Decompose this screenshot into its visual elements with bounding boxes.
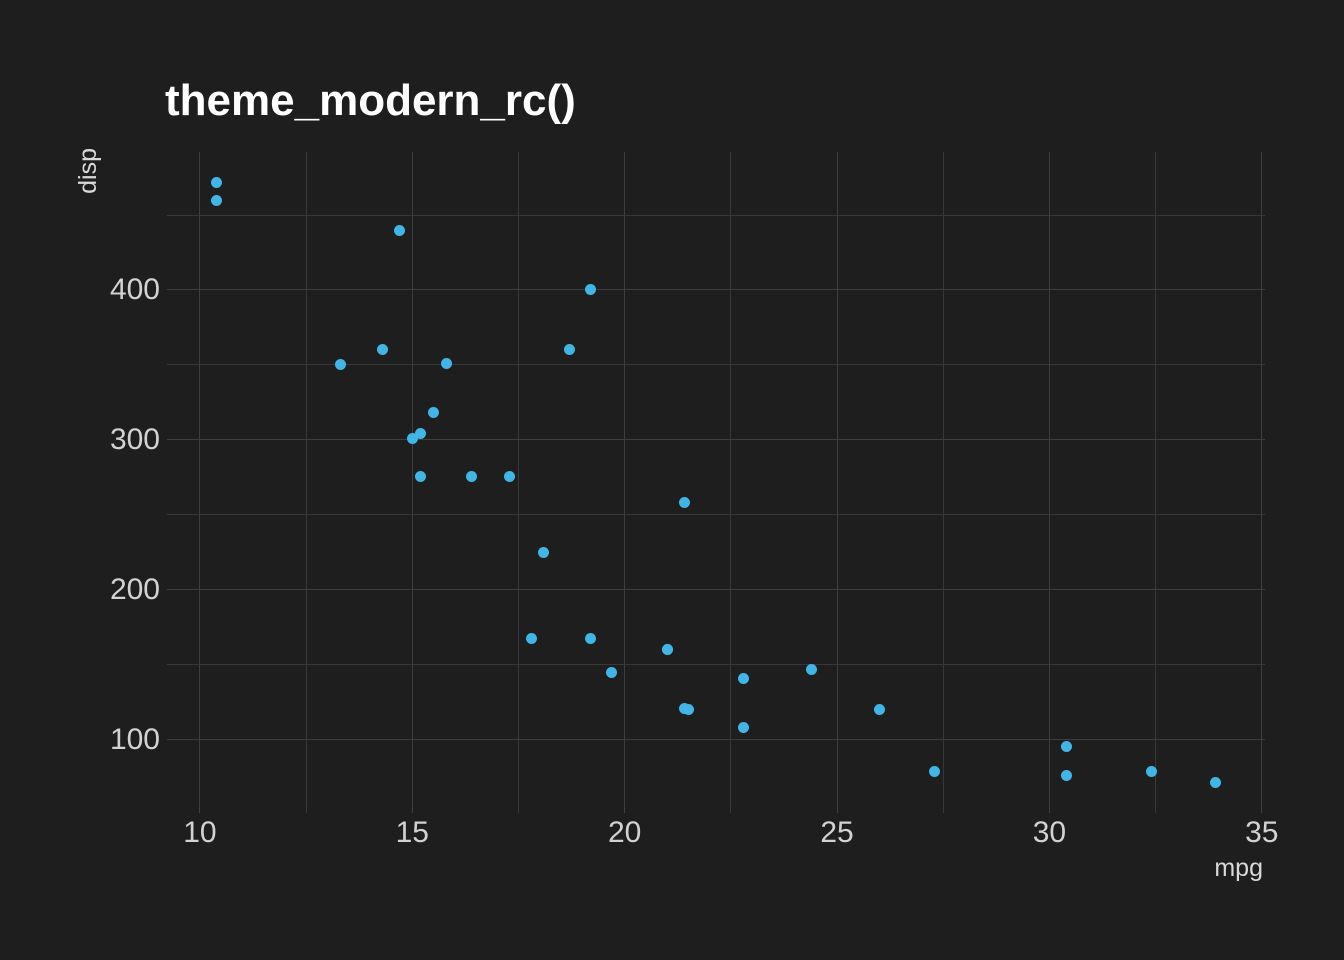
data-point [440, 357, 452, 369]
data-point [377, 344, 389, 356]
y-gridline-major [167, 589, 1265, 591]
data-point [1060, 770, 1072, 782]
x-gridline-minor [730, 152, 732, 813]
data-point [538, 546, 550, 558]
plot-title: theme_modern_rc() [165, 76, 576, 125]
data-point [806, 664, 818, 676]
x-gridline-major [411, 152, 413, 813]
data-point [415, 428, 427, 440]
x-tick-label: 15 [395, 816, 429, 849]
y-tick-label: 200 [109, 572, 160, 606]
data-point [678, 702, 690, 714]
data-point [585, 284, 597, 296]
y-gridline-minor [167, 214, 1265, 216]
y-gridline-major [167, 289, 1265, 291]
x-gridline-major [1261, 152, 1263, 813]
y-gridline-major [167, 739, 1265, 741]
data-point [738, 672, 750, 684]
data-point [504, 470, 516, 482]
x-gridline-major [199, 152, 201, 813]
x-gridline-major [1048, 152, 1050, 813]
data-point [334, 359, 346, 371]
x-tick-label: 20 [607, 816, 642, 849]
data-point [678, 497, 690, 509]
y-gridline-major [167, 439, 1265, 441]
data-point [563, 344, 575, 356]
y-tick-label: 400 [109, 272, 160, 306]
y-gridline-minor [167, 514, 1265, 516]
data-point [606, 666, 618, 678]
data-point [1145, 765, 1157, 777]
x-gridline-major [836, 152, 838, 813]
data-point [1209, 777, 1221, 789]
plot-panel [167, 152, 1265, 813]
data-point [929, 765, 941, 777]
y-gridline-minor [167, 664, 1265, 666]
y-gridline-minor [167, 364, 1265, 366]
y-tick-label: 300 [109, 422, 160, 456]
data-point [394, 224, 406, 236]
x-gridline-major [624, 152, 626, 813]
x-tick-label: 35 [1245, 816, 1279, 849]
x-gridline-minor [942, 152, 944, 813]
x-tick-label: 25 [820, 816, 854, 849]
x-gridline-minor [517, 152, 519, 813]
y-tick-label: 100 [109, 722, 160, 756]
data-point [428, 407, 440, 419]
data-point [738, 722, 750, 734]
data-point [661, 644, 673, 656]
data-point [585, 632, 597, 644]
x-tick-label: 30 [1032, 816, 1067, 849]
data-point [211, 176, 223, 188]
data-point [211, 194, 223, 206]
data-point [874, 703, 886, 715]
x-axis-title: mpg [1214, 854, 1263, 882]
data-point [415, 470, 427, 482]
data-point [1060, 741, 1072, 753]
data-point [406, 432, 418, 444]
y-axis-title: disp [74, 148, 102, 194]
data-point [525, 632, 537, 644]
x-gridline-minor [305, 152, 307, 813]
x-gridline-minor [1155, 152, 1157, 813]
data-point [466, 470, 478, 482]
x-tick-label: 10 [183, 816, 217, 849]
